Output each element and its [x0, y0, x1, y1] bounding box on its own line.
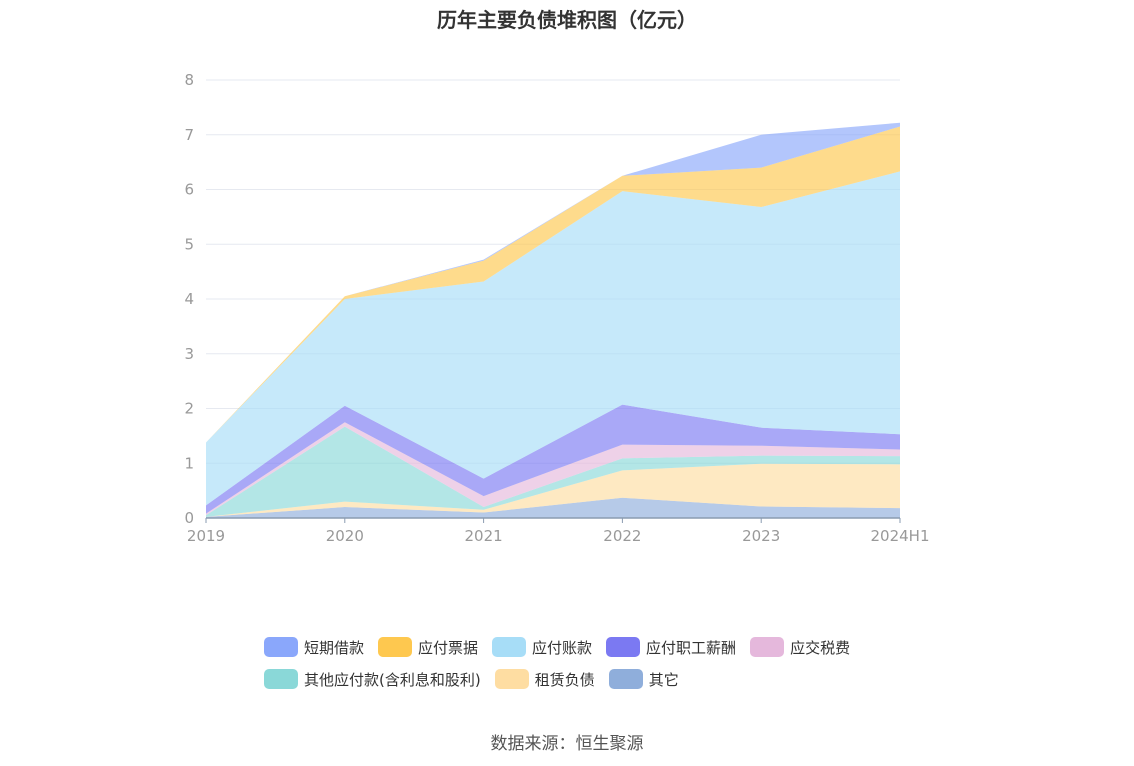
legend-item-notes-payable[interactable]: 应付票据: [378, 637, 478, 658]
legend-label: 其它: [648, 670, 679, 689]
legend-item-taxes-payable[interactable]: 应交税费: [750, 637, 850, 658]
legend-swatch: [750, 637, 785, 657]
x-tick-label: 2022: [603, 527, 641, 545]
y-tick-label: 3: [184, 345, 194, 363]
area-series-租赁负债[interactable]: [206, 463, 900, 517]
legend-label: 应交税费: [790, 638, 851, 657]
legend-label: 租赁负债: [534, 670, 595, 689]
axes: 0 1 2 3 4 5 6 7 8 2019 2020 2021 2022 2023 2024H1: [184, 71, 929, 545]
legend-item-accounts-payable[interactable]: 应付账款: [492, 637, 592, 658]
area-series-应付职工薪酬[interactable]: [206, 404, 900, 514]
y-tick-label: 7: [184, 126, 194, 144]
legend-swatch: [606, 637, 641, 657]
legend-swatch: [264, 637, 298, 657]
area-series-应付票据[interactable]: [206, 126, 900, 443]
y-tick-label: 2: [184, 400, 194, 418]
area-series-其它[interactable]: [206, 497, 900, 518]
y-tick-label: 1: [184, 454, 194, 472]
legend-label: 应付账款: [532, 638, 593, 657]
legend-row: 其他应付款(含利息和股利) 租赁负债 其它: [264, 663, 904, 695]
legend-swatch: [494, 669, 529, 689]
stacked-area-chart: 0 1 2 3 4 5 6 7 8 2019 2020 2021 2022 2023 2024H1: [184, 71, 929, 545]
legend-item-short-term-borrowing[interactable]: 短期借款: [264, 637, 364, 658]
y-tick-label: 4: [184, 290, 194, 308]
x-tick-label: 2021: [465, 527, 503, 545]
x-tick-label: 2024H1: [871, 527, 930, 545]
legend-item-lease-liabilities[interactable]: 租赁负债: [494, 669, 595, 690]
data-source-note: 数据来源：恒生聚源: [490, 734, 644, 754]
legend-swatch: [608, 669, 643, 689]
legend-label: 应付票据: [418, 638, 479, 657]
y-tick-label: 8: [184, 71, 194, 89]
legend-swatch: [492, 637, 527, 657]
area-series: [206, 122, 900, 518]
x-tick-label: 2019: [187, 527, 225, 545]
legend-item-payroll-payable[interactable]: 应付职工薪酬: [606, 637, 736, 658]
legend-label: 应付职工薪酬: [646, 638, 737, 657]
area-series-应交税费[interactable]: [206, 422, 900, 516]
legend-swatch: [378, 637, 413, 657]
area-series-其他应付款(含利息和股利)[interactable]: [206, 426, 900, 517]
legend-label: 短期借款: [304, 638, 365, 657]
x-tick-label: 2023: [742, 527, 780, 545]
x-tick-label: 2020: [326, 527, 364, 545]
chart-title: 历年主要负债堆积图（亿元）: [437, 8, 697, 32]
legend-label: 其他应付款(含利息和股利): [304, 670, 481, 689]
legend-swatch: [264, 669, 298, 689]
y-tick-label: 0: [184, 509, 194, 527]
legend-row: 短期借款 应付票据 应付账款 应付职工薪酬 应交税费: [264, 631, 904, 663]
legend-item-other-payables[interactable]: 其他应付款(含利息和股利): [264, 669, 481, 690]
legend: 短期借款 应付票据 应付账款 应付职工薪酬 应交税费 其他应付款(含利息和股利)…: [264, 631, 904, 695]
y-tick-label: 5: [184, 235, 194, 253]
legend-item-others[interactable]: 其它: [608, 669, 679, 690]
area-series-应付账款[interactable]: [206, 171, 900, 506]
y-tick-label: 6: [184, 181, 194, 199]
